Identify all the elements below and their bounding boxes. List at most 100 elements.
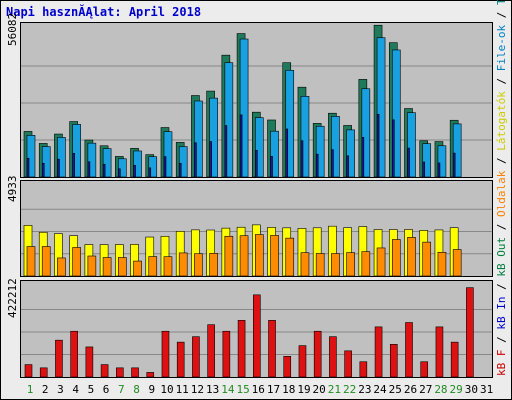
files-bar bbox=[376, 37, 386, 178]
files-bar bbox=[361, 88, 371, 178]
files-bar bbox=[239, 38, 249, 178]
files-bar bbox=[148, 156, 158, 178]
pages-bar bbox=[118, 257, 127, 277]
files-inner-bar bbox=[315, 153, 319, 178]
files-inner-bar bbox=[300, 140, 304, 178]
day-tick-label: 13 bbox=[206, 383, 219, 396]
day-tick-label: 12 bbox=[191, 383, 204, 396]
files-bar bbox=[315, 125, 325, 178]
chart-marks bbox=[21, 24, 492, 378]
pages-bar bbox=[422, 241, 432, 277]
files-inner-bar bbox=[331, 149, 334, 178]
day-tick-label: 3 bbox=[57, 383, 64, 396]
pages-bar bbox=[72, 247, 81, 277]
files-inner-bar bbox=[407, 147, 410, 178]
legend-entry: / bbox=[495, 330, 508, 350]
files-bar bbox=[224, 62, 234, 178]
legend-entry: / bbox=[495, 217, 508, 237]
pages-bar bbox=[452, 249, 462, 277]
day-tick-label: 24 bbox=[373, 383, 387, 396]
pages-bar bbox=[331, 253, 340, 277]
day-tick-label: 27 bbox=[419, 383, 432, 396]
pages-bar bbox=[163, 256, 173, 277]
kbytes-bar bbox=[100, 364, 109, 378]
legend-entry: Találatok bbox=[495, 0, 508, 5]
legend-entry: / bbox=[495, 277, 508, 297]
pages-bar bbox=[57, 257, 66, 277]
files-bar bbox=[407, 112, 416, 178]
kbytes-bar bbox=[39, 367, 48, 378]
files-bar bbox=[391, 49, 401, 178]
files-inner-bar bbox=[285, 128, 289, 178]
day-tick-label: 28 bbox=[434, 383, 447, 396]
day-tick-label: 22 bbox=[343, 383, 356, 396]
kbytes-bar bbox=[389, 344, 398, 378]
day-tick-label: 9 bbox=[148, 383, 155, 396]
kbytes-bar bbox=[116, 367, 124, 378]
pages-bar bbox=[376, 247, 386, 277]
files-inner-bar bbox=[163, 156, 167, 178]
kbytes-bar bbox=[85, 346, 94, 378]
day-tick-label: 1 bbox=[27, 383, 34, 396]
day-tick-label: 16 bbox=[252, 383, 265, 396]
legend-entry: kB In bbox=[495, 297, 508, 330]
day-tick-label: 4 bbox=[72, 383, 79, 396]
files-inner-bar bbox=[118, 168, 121, 178]
pages-bar bbox=[209, 253, 218, 277]
day-tick-label: 5 bbox=[88, 383, 95, 396]
pages-bar bbox=[391, 239, 401, 277]
files-bar bbox=[178, 146, 188, 178]
kbytes-bar bbox=[359, 361, 368, 378]
pages-bar bbox=[41, 246, 51, 277]
files-bar bbox=[41, 146, 51, 178]
day-tick-label: 8 bbox=[133, 383, 140, 396]
day-tick-label: 20 bbox=[313, 383, 326, 396]
files-bar bbox=[87, 142, 97, 178]
day-tick-label: 18 bbox=[282, 383, 295, 396]
pages-bar bbox=[26, 246, 36, 277]
files-bar bbox=[194, 100, 203, 178]
legend-entry: / bbox=[495, 5, 508, 25]
day-tick-label: 7 bbox=[118, 383, 125, 396]
files-inner-bar bbox=[437, 162, 441, 178]
legend-entry: Oldalak bbox=[495, 170, 508, 217]
day-tick-label: 17 bbox=[267, 383, 280, 396]
pages-bar bbox=[361, 251, 371, 277]
files-bar bbox=[57, 137, 66, 178]
files-inner-bar bbox=[391, 119, 395, 178]
pages-bar bbox=[178, 252, 188, 277]
day-tick-label: 23 bbox=[358, 383, 371, 396]
hits-files-max-tick: 56082 bbox=[6, 13, 19, 46]
pages-bar bbox=[437, 251, 447, 277]
kbytes-bar bbox=[374, 326, 383, 378]
files-inner-bar bbox=[452, 152, 456, 178]
day-tick-label: 15 bbox=[236, 383, 249, 396]
files-inner-bar bbox=[361, 136, 365, 178]
day-tick-label: 6 bbox=[103, 383, 110, 396]
pages-bar bbox=[133, 260, 142, 277]
legend-entry: / bbox=[495, 151, 508, 171]
files-inner-bar bbox=[133, 164, 136, 178]
legend-entry: kB Out bbox=[495, 237, 508, 277]
pages-bar bbox=[300, 252, 310, 277]
day-tick-label: 11 bbox=[176, 383, 189, 396]
files-inner-bar bbox=[41, 162, 45, 178]
kbytes-bar bbox=[420, 361, 429, 378]
files-bar bbox=[133, 150, 142, 178]
files-bar bbox=[270, 130, 279, 178]
kbytes-bar bbox=[283, 355, 292, 378]
files-inner-bar bbox=[376, 114, 380, 178]
files-inner-bar bbox=[422, 161, 426, 178]
kbytes-bar bbox=[268, 320, 276, 378]
files-inner-bar bbox=[194, 142, 197, 178]
files-inner-bar bbox=[57, 158, 60, 178]
files-bar bbox=[452, 123, 462, 178]
files-bar bbox=[346, 129, 355, 178]
kbytes-bar bbox=[450, 341, 459, 378]
day-tick-label: 21 bbox=[328, 383, 341, 396]
day-tick-label: 2 bbox=[42, 383, 49, 396]
files-bar bbox=[163, 131, 173, 178]
files-bar bbox=[437, 145, 447, 178]
kbytes-bar bbox=[161, 330, 170, 378]
